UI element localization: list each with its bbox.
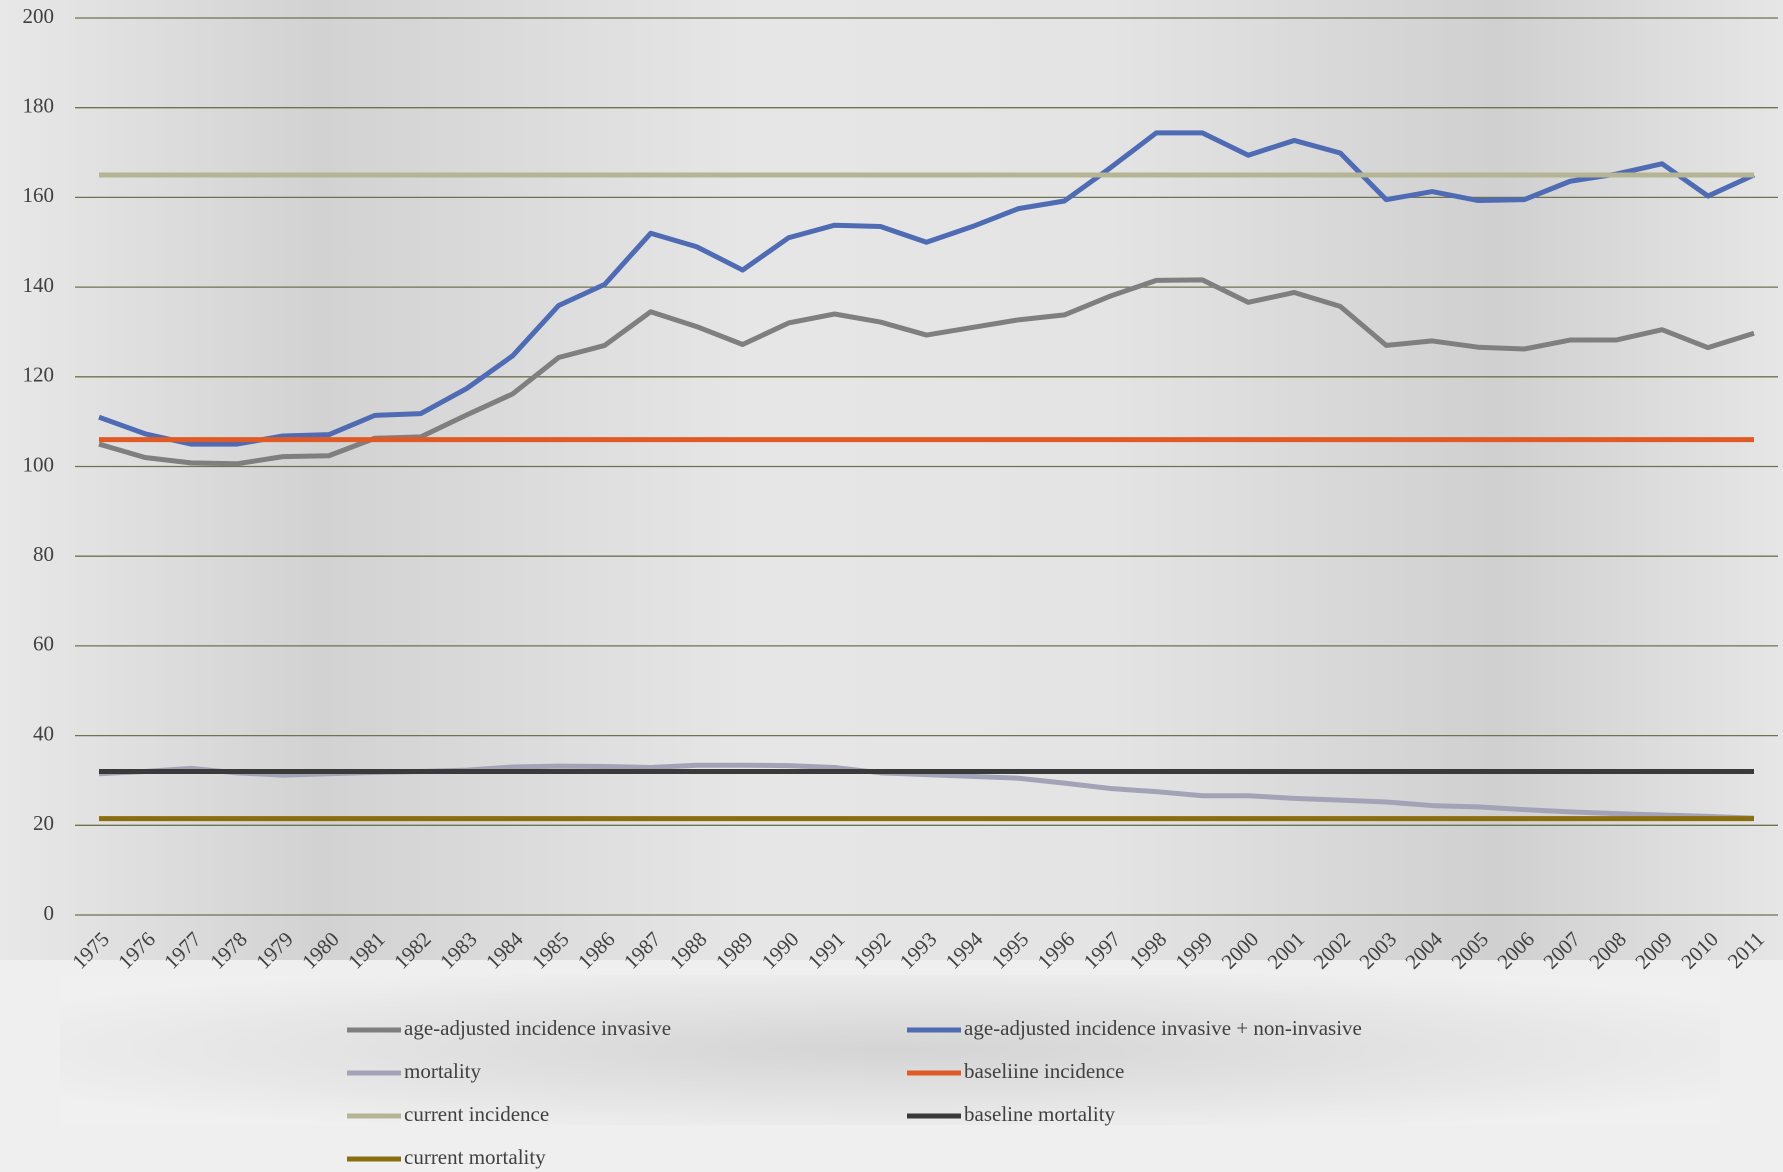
- legend-label: baseliine incidence: [964, 1059, 1124, 1083]
- y-tick-label: 0: [44, 901, 55, 925]
- legend-label: mortality: [404, 1059, 481, 1083]
- y-tick-label: 180: [23, 94, 55, 118]
- y-tick-label: 120: [23, 363, 55, 387]
- y-tick-label: 200: [23, 4, 55, 28]
- y-tick-label: 60: [33, 632, 54, 656]
- y-tick-label: 140: [23, 273, 55, 297]
- legend-label: age-adjusted incidence invasive + non-in…: [964, 1016, 1362, 1040]
- legend-label: baseline mortality: [964, 1102, 1116, 1126]
- plot-background: [0, 0, 1783, 960]
- legend-label: current incidence: [404, 1102, 549, 1126]
- y-tick-label: 80: [33, 542, 54, 566]
- y-tick-label: 100: [23, 452, 55, 476]
- legend-label: current mortality: [404, 1145, 546, 1169]
- y-tick-label: 40: [33, 721, 54, 745]
- legend-label: age-adjusted incidence invasive: [404, 1016, 671, 1040]
- y-tick-label: 20: [33, 811, 54, 835]
- legend-background: [60, 975, 1720, 1125]
- series-line: [98, 130, 1756, 447]
- y-tick-label: 160: [23, 183, 55, 207]
